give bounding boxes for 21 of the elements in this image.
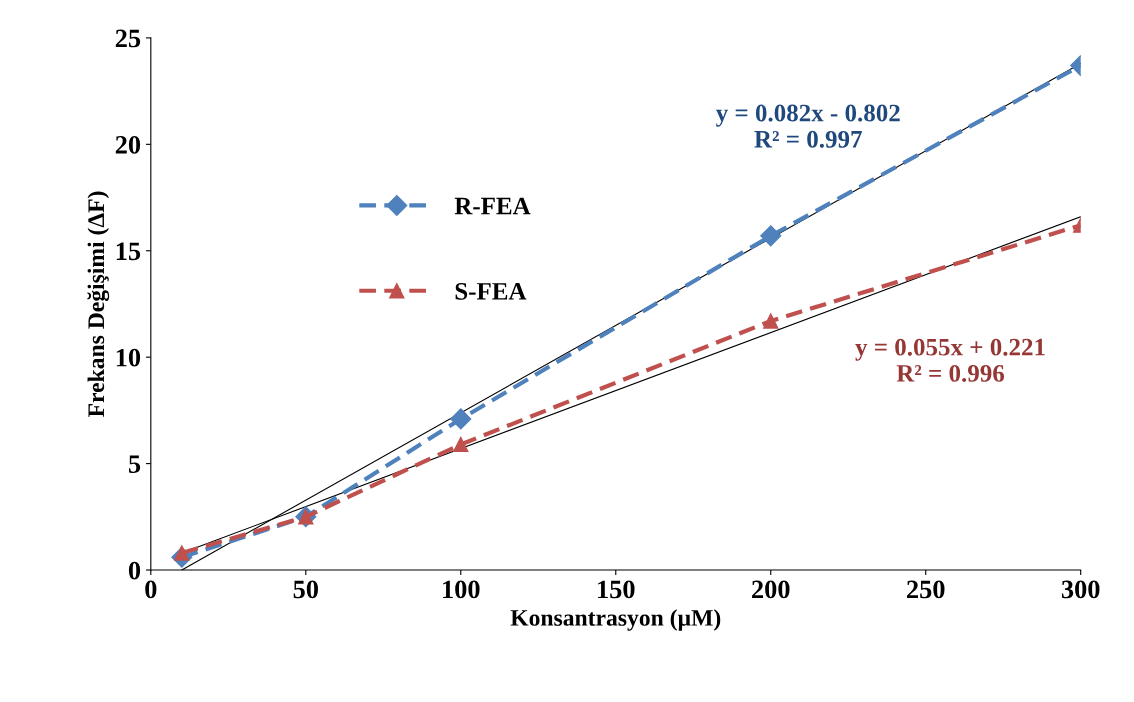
y-tick-label: 20 xyxy=(115,135,141,154)
y-tick-label: 25 xyxy=(115,29,141,48)
y-tick-label: 0 xyxy=(128,561,141,580)
x-axis-title: Konsantrasyon (µM) xyxy=(510,609,721,631)
legend-label: S-FEA xyxy=(455,282,527,300)
point xyxy=(453,436,469,453)
point xyxy=(450,408,472,430)
x-tick-label: 50 xyxy=(293,580,318,599)
x-tick-label: 100 xyxy=(443,580,480,599)
y-tick-label: 15 xyxy=(116,242,141,261)
y-axis-title: Frekans Değişimi (ΔF) xyxy=(87,191,110,417)
y-tick-label: 5 xyxy=(128,455,141,474)
y-tick-label: 10 xyxy=(116,348,141,367)
annotation: y = 0.055x + 0.221 R² = 0.996 xyxy=(855,338,1045,382)
annotation: y = 0.082x - 0.802 R² = 0.997 xyxy=(715,104,900,148)
x-tick-label: 150 xyxy=(598,580,635,599)
x-tick-label: 0 xyxy=(145,580,157,599)
x-tick-label: 250 xyxy=(907,580,945,599)
x-tick-label: 200 xyxy=(752,580,790,599)
legend-label: R-FEA xyxy=(454,197,531,215)
x-tick-label: 300 xyxy=(1061,580,1100,599)
